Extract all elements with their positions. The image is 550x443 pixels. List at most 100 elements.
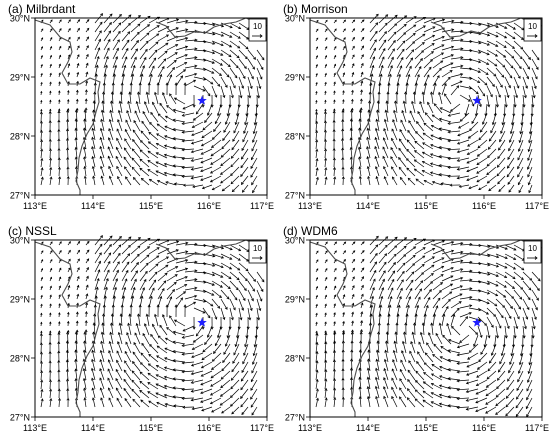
- wind-vector-head: [428, 66, 432, 70]
- wind-vector-head: [172, 155, 176, 159]
- wind-vector: [504, 262, 516, 270]
- wind-vector: [477, 58, 489, 65]
- wind-vector: [504, 76, 511, 88]
- wind-vector-head: [116, 137, 119, 141]
- wind-vector-head: [66, 147, 70, 151]
- wind-vector: [201, 370, 213, 377]
- wind-vector-head: [504, 265, 508, 269]
- wind-vector: [366, 146, 371, 159]
- wind-vector: [387, 23, 397, 33]
- wind-vector-head: [39, 111, 43, 115]
- wind-vector: [85, 311, 87, 318]
- wind-vector: [217, 103, 222, 116]
- wind-vector-head: [58, 294, 61, 297]
- wind-vector: [350, 137, 353, 150]
- wind-vector-head: [534, 76, 538, 80]
- wind-vector-head: [58, 276, 62, 280]
- wind-vector: [196, 103, 204, 115]
- wind-vector-head: [57, 166, 61, 170]
- wind-vector-head: [515, 95, 519, 99]
- wind-vector-head: [65, 368, 69, 372]
- wind-vector-head: [333, 176, 337, 180]
- wind-vector-head: [172, 368, 176, 372]
- wind-vector: [191, 175, 204, 179]
- wind-vector-head: [506, 95, 510, 99]
- wind-vector-head: [381, 287, 385, 291]
- wind-vector-head: [333, 340, 337, 344]
- wind-vector: [230, 157, 240, 168]
- wind-vector-head: [505, 413, 509, 417]
- wind-vector: [466, 157, 479, 164]
- wind-vector-head: [417, 351, 420, 355]
- wind-vector: [459, 243, 473, 246]
- wind-vector-head: [481, 121, 485, 125]
- wind-vector: [152, 102, 159, 114]
- wind-vector: [406, 167, 416, 177]
- wind-vector: [468, 325, 478, 335]
- wind-vector-head: [223, 351, 227, 355]
- wind-vector: [131, 370, 141, 381]
- wind-vector: [137, 92, 141, 105]
- wind-vector-head: [505, 395, 509, 399]
- wind-vector-head: [315, 148, 319, 152]
- wind-vector: [387, 253, 397, 264]
- wind-vector-head: [241, 307, 245, 311]
- wind-vector: [100, 341, 105, 354]
- wind-vector: [360, 267, 365, 273]
- wind-vector-head: [439, 356, 443, 360]
- wind-vector-head: [201, 186, 205, 190]
- wind-vector: [229, 271, 240, 281]
- wind-vector: [315, 158, 318, 168]
- wind-vector: [250, 379, 258, 391]
- wind-vector: [148, 363, 159, 372]
- wind-vector-head: [117, 261, 120, 265]
- wind-vector-head: [334, 28, 337, 31]
- wind-vector: [502, 112, 506, 125]
- wind-vector: [108, 137, 114, 150]
- wind-vector: [238, 253, 249, 262]
- wind-vector: [75, 378, 78, 390]
- wind-vector-head: [244, 278, 248, 282]
- wind-vector-head: [352, 28, 356, 31]
- wind-vector-head: [155, 152, 159, 156]
- wind-vector: [130, 287, 136, 300]
- wind-vector-head: [243, 130, 247, 134]
- wind-vector-head: [523, 95, 527, 99]
- wind-vector-head: [202, 349, 206, 353]
- wind-vector: [175, 242, 188, 246]
- wind-vector: [191, 370, 204, 375]
- wind-vector: [477, 298, 490, 304]
- wind-vector: [173, 331, 186, 336]
- wind-vector: [202, 280, 215, 286]
- wind-vector-head: [77, 19, 81, 22]
- wind-vector: [174, 319, 186, 327]
- wind-vector-head: [250, 379, 254, 383]
- wind-vector-head: [383, 367, 387, 372]
- panel-milbrdant: (a) Milbrdant 10 30°N 29°N 28°N 27°N 113°E 114…: [0, 0, 275, 221]
- wind-vector: [154, 314, 159, 327]
- wind-vector-head: [441, 240, 445, 243]
- wind-vector-head: [484, 82, 488, 86]
- wind-vector: [182, 325, 195, 332]
- wind-vector: [369, 48, 376, 60]
- wind-vector: [367, 156, 371, 168]
- wind-vector-head: [375, 367, 379, 371]
- wind-vector: [423, 122, 434, 132]
- wind-vector-head: [324, 321, 327, 324]
- wind-vector: [477, 280, 490, 285]
- wind-vector-head: [422, 25, 426, 29]
- wind-vector-head: [386, 322, 390, 326]
- wind-vector-head: [140, 399, 144, 403]
- wind-vector: [84, 332, 87, 345]
- wind-vector: [141, 178, 150, 186]
- wind-vector: [232, 352, 240, 364]
- wind-vector: [359, 387, 362, 399]
- wind-vector: [391, 128, 398, 141]
- wind-vector-head: [392, 39, 396, 43]
- wind-vector: [489, 352, 497, 364]
- wind-vector: [324, 379, 327, 390]
- wind-vector-head: [221, 24, 225, 28]
- wind-vector: [423, 66, 432, 78]
- wind-vector-head: [111, 82, 115, 86]
- wind-vector: [251, 361, 258, 374]
